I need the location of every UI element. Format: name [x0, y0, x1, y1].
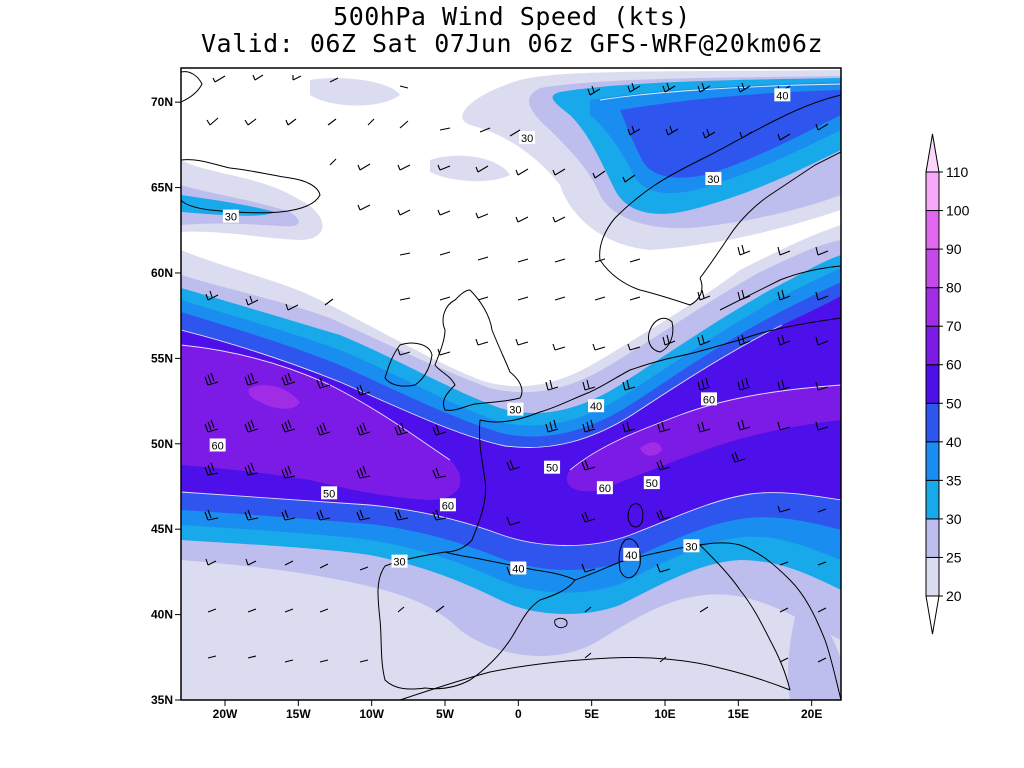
contour-label: 30	[222, 209, 239, 224]
colorbar-segment	[925, 479, 940, 520]
contour-label: 40	[774, 88, 791, 102]
colorbar-segment	[925, 325, 940, 366]
colorbar-segment	[925, 402, 940, 443]
colorbar-segment	[925, 518, 940, 558]
contour-label: 50	[321, 486, 338, 500]
contour-label: 30	[519, 131, 536, 145]
lon-tick-label: 10W	[359, 707, 384, 721]
contour-label-text: 60	[703, 394, 715, 406]
colorbar-label: 70	[946, 318, 962, 334]
colorbar-label: 30	[946, 511, 962, 527]
contour-label: 60	[209, 438, 226, 452]
contour-label-text: 30	[685, 541, 697, 553]
lat-tick-label: 70N	[151, 95, 173, 109]
colorbar-under-triangle	[925, 595, 940, 635]
contour-label-text: 60	[599, 483, 611, 495]
contour-label-text: 50	[323, 488, 335, 500]
lon-tick-label: 20W	[213, 707, 238, 721]
contour-label-text: 30	[707, 174, 719, 186]
colorbar-label: 90	[946, 241, 962, 257]
contour-label-text: 60	[442, 500, 454, 512]
coastlines	[181, 71, 841, 700]
contour-label-text: 40	[590, 401, 602, 413]
contour-label: 60	[596, 481, 613, 495]
lon-tick-label: 10E	[654, 707, 675, 721]
lat-tick-label: 55N	[151, 351, 173, 365]
colorbar-segment	[925, 210, 940, 250]
contour-label-text: 30	[509, 405, 521, 417]
contour-label-text: 40	[512, 563, 524, 575]
colorbar-segment	[925, 364, 940, 404]
lon-tick-label: 20E	[801, 707, 822, 721]
lat-tick-label: 35N	[151, 693, 173, 707]
contour-label: 60	[701, 392, 717, 406]
contour-label-text: 30	[225, 212, 237, 224]
lat-tick-label: 40N	[151, 608, 173, 622]
contour-label-text: 50	[546, 463, 558, 475]
lon-tick-label: 15E	[728, 707, 749, 721]
contour-labels: 40 30 30 30 40 30 60 60 50 60 50 50 60 30 40 40 30	[209, 88, 791, 575]
contour-label: 40	[588, 399, 605, 413]
colorbar-segment	[925, 171, 940, 212]
chart-subtitle: Valid: 06Z Sat 07Jun 06z GFS-WRF@20km06z	[200, 29, 824, 58]
contour-label: 30	[683, 539, 700, 553]
colorbar-label: 40	[946, 434, 962, 450]
contour-label-text: 50	[646, 478, 658, 490]
lon-tick-label: 0	[515, 707, 522, 721]
colorbar-segment	[925, 441, 940, 481]
wind-speed-fill	[181, 68, 841, 700]
contour-label: 50	[643, 476, 660, 490]
colorbar-label: 100	[946, 203, 970, 219]
lat-tick-label: 60N	[151, 266, 173, 280]
colorbar-segment	[925, 287, 940, 327]
colorbar-label: 20	[946, 588, 962, 604]
contour-label-text: 40	[625, 550, 637, 562]
contour-label: 40	[510, 561, 527, 575]
colorbar-label: 50	[946, 395, 962, 411]
lat-tick-label: 50N	[151, 437, 173, 451]
colorbar-label: 110	[946, 164, 969, 180]
colorbar-over-triangle	[925, 133, 940, 173]
contour-label: 60	[439, 498, 456, 512]
colorbar-segment	[925, 556, 940, 597]
lon-tick-label: 15W	[286, 707, 311, 721]
colorbar-label: 80	[946, 280, 962, 296]
lon-tick-label: 5W	[436, 707, 455, 721]
contour-label: 50	[544, 460, 561, 475]
map-frame	[180, 67, 842, 701]
contour-label: 30	[391, 554, 408, 569]
colorbar: 20 25 30 35 40 50 60 70 80 90 100 110	[925, 133, 970, 635]
contour-label-text: 40	[776, 90, 788, 102]
lat-tick-label: 45N	[151, 522, 173, 536]
chart-title: 500hPa Wind Speed (kts)	[333, 2, 691, 31]
contour-label-text: 60	[212, 440, 224, 452]
map-axes: 70N 65N 60N 55N 50N 45N 40N 35N 20W 15W 10W 5W 0 5E 10…	[151, 95, 822, 721]
colorbar-label: 60	[946, 357, 962, 373]
lat-tick-label: 65N	[151, 181, 173, 195]
colorbar-label: 35	[946, 472, 962, 488]
colorbar-segment	[925, 248, 940, 289]
contour-label: 30	[705, 172, 722, 186]
wind-barbs	[204, 74, 829, 663]
contour-label-text: 30	[521, 133, 533, 145]
contour-label-text: 30	[393, 557, 405, 569]
lon-tick-label: 5E	[584, 707, 599, 721]
contour-label: 40	[623, 547, 640, 562]
contour-label: 30	[507, 402, 524, 417]
colorbar-label: 25	[946, 549, 962, 565]
